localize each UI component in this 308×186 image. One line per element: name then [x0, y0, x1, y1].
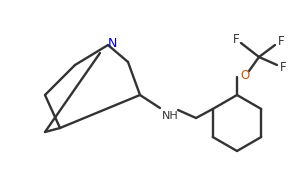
- Text: NH: NH: [162, 111, 178, 121]
- Text: N: N: [107, 36, 117, 49]
- Text: F: F: [278, 34, 284, 47]
- Text: F: F: [280, 60, 286, 73]
- Text: F: F: [233, 33, 239, 46]
- Text: O: O: [240, 68, 249, 81]
